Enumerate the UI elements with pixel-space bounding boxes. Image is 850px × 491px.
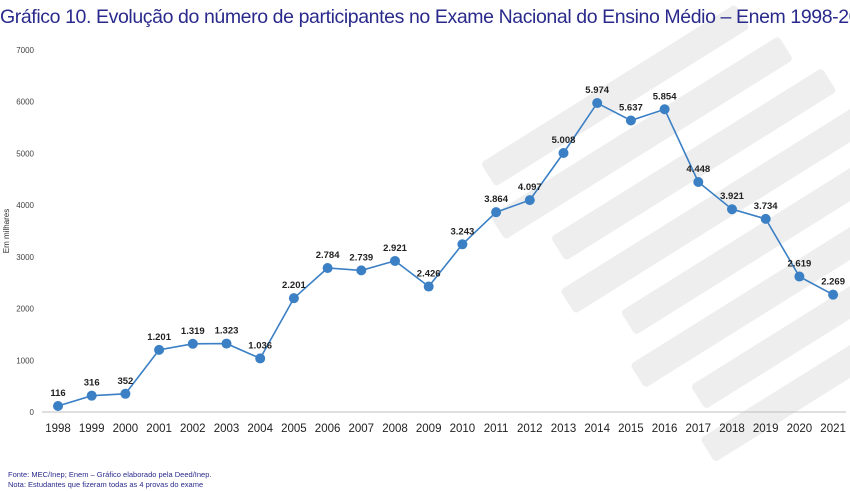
x-tick-label: 2011 — [484, 423, 509, 435]
y-tick-label: 7000 — [16, 46, 34, 55]
data-label: 2.784 — [316, 250, 340, 261]
y-tick-label: 0 — [30, 408, 35, 417]
data-label: 2.269 — [821, 277, 845, 288]
data-label: 316 — [84, 378, 100, 389]
x-tick-label: 2007 — [349, 423, 375, 435]
x-tick-label: 2002 — [180, 423, 206, 435]
data-point — [457, 239, 468, 250]
data-label: 3.864 — [484, 194, 508, 205]
data-label: 2.426 — [417, 269, 441, 280]
data-label: 5.974 — [585, 85, 609, 96]
x-tick-label: 2008 — [382, 423, 408, 435]
data-label: 4.448 — [686, 164, 710, 175]
x-tick-label: 2014 — [584, 423, 610, 435]
x-tick-label: 2000 — [113, 423, 139, 435]
y-tick-label: 3000 — [16, 253, 34, 262]
data-label: 3.243 — [451, 226, 475, 237]
data-point — [288, 293, 299, 304]
x-tick-label: 2009 — [416, 423, 442, 435]
x-tick-label: 2003 — [214, 423, 240, 435]
data-label: 5.854 — [653, 91, 677, 102]
data-point — [356, 265, 367, 276]
data-point — [423, 281, 434, 292]
x-tick-label: 2012 — [517, 423, 543, 435]
y-tick-label: 6000 — [16, 98, 34, 107]
data-label: 352 — [117, 376, 133, 387]
y-tick-label: 5000 — [16, 149, 34, 158]
data-label: 5.637 — [619, 102, 643, 113]
y-tick-label: 1000 — [16, 356, 34, 365]
data-label: 1.201 — [147, 332, 171, 343]
data-label: 3.734 — [754, 201, 778, 212]
data-point — [828, 289, 839, 300]
data-point — [558, 148, 569, 159]
data-point — [727, 204, 737, 215]
data-point — [221, 338, 232, 349]
data-point — [187, 338, 198, 349]
data-point — [760, 213, 771, 224]
data-label: 2.619 — [788, 259, 812, 270]
x-tick-label: 2015 — [618, 423, 644, 435]
series-line — [57, 102, 834, 407]
data-point — [390, 255, 400, 266]
x-tick-label: 2001 — [146, 423, 172, 435]
data-point — [693, 176, 704, 187]
data-point — [524, 195, 535, 206]
y-tick-labels: 0 1000 2000 3000 4000 5000 6000 7000 — [16, 46, 34, 417]
data-labels: 116 316 352 1.201 1.319 1.323 1.036 2.201 2.784 2… — [50, 85, 845, 399]
chart-title: Gráfico 10. Evolução do número de partic… — [0, 6, 850, 28]
footer: Fonte: MEC/Inep; Enem – Gráfico elaborad… — [8, 470, 211, 490]
data-label: 2.739 — [349, 252, 373, 263]
x-tick-label: 2020 — [787, 423, 813, 435]
x-tick-label: 2013 — [551, 423, 577, 435]
data-label: 3.921 — [720, 191, 744, 202]
x-tick-label: 1998 — [45, 423, 71, 435]
data-label: 2.201 — [282, 280, 306, 291]
y-axis-label: Em milhares — [2, 209, 11, 253]
data-point — [491, 207, 502, 218]
data-label: 1.036 — [248, 340, 272, 351]
data-point — [120, 388, 131, 399]
y-tick-label: 4000 — [16, 201, 34, 210]
x-tick-label: 2006 — [315, 423, 341, 435]
data-point — [154, 344, 165, 355]
x-tick-label: 2005 — [281, 423, 307, 435]
source-note: Fonte: MEC/Inep; Enem – Gráfico elaborad… — [8, 470, 212, 479]
x-tick-label: 2004 — [247, 423, 273, 435]
data-label: 5.008 — [552, 135, 576, 146]
data-point — [86, 390, 97, 401]
data-point — [794, 271, 805, 282]
data-point — [322, 263, 333, 274]
data-label: 2.921 — [383, 243, 407, 254]
data-label: 1.319 — [181, 326, 205, 337]
data-label: 1.323 — [215, 326, 239, 337]
x-tick-labels: 1998 1999 2000 2001 2002 2003 2004 2005 2006 2007… — [45, 423, 846, 435]
x-tick-label: 2017 — [686, 423, 712, 435]
data-label: 4.097 — [518, 182, 542, 193]
footnote: Nota: Estudantes que fizeram todas as 4 … — [8, 480, 204, 489]
data-point — [625, 115, 636, 126]
x-tick-label: 2018 — [719, 423, 745, 435]
data-point — [659, 104, 670, 115]
data-point — [53, 401, 63, 412]
x-tick-label: 2021 — [820, 423, 846, 435]
x-tick-label: 2019 — [753, 423, 779, 435]
x-tick-label: 2016 — [652, 423, 678, 435]
data-point — [255, 353, 266, 364]
data-label: 116 — [50, 388, 65, 399]
y-tick-label: 2000 — [16, 305, 34, 314]
x-tick-label: 1999 — [79, 423, 105, 435]
data-points — [53, 98, 839, 412]
data-point — [592, 98, 603, 109]
x-tick-label: 2010 — [450, 423, 476, 435]
